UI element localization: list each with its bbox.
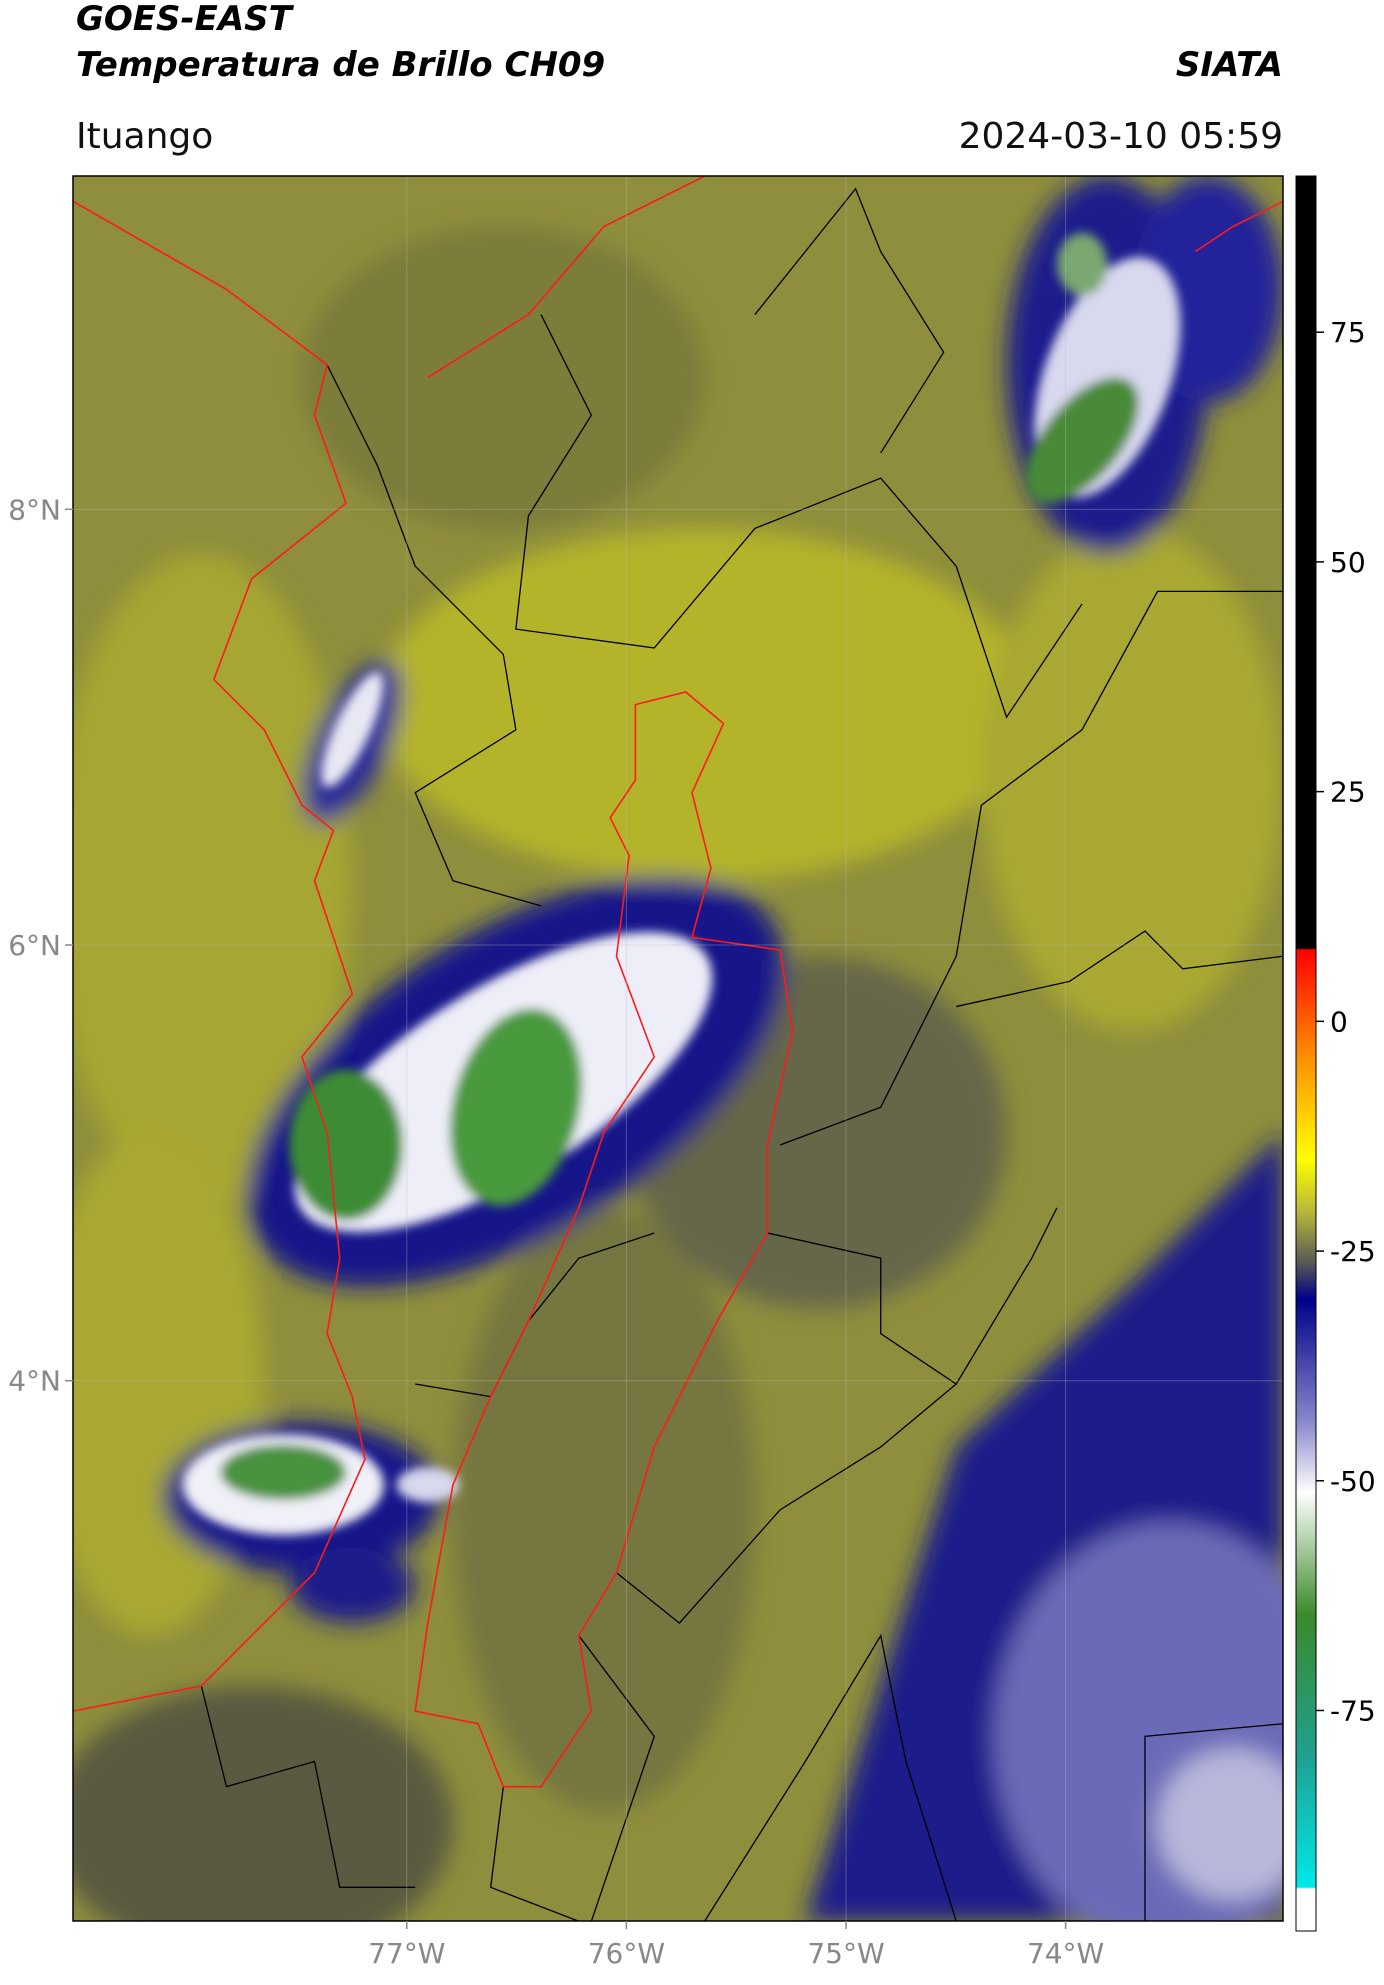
source: SIATA [1176,45,1283,85]
colorbar-tick-label: 75 [1330,316,1366,349]
region: Ituango [76,116,213,157]
colorbar-tick-label: 50 [1330,546,1366,579]
colorbar-tick-label: -50 [1330,1465,1376,1498]
colorbar-tick-label: -25 [1330,1235,1376,1268]
lon-tick-label: 77°W [368,1937,445,1970]
title-line: GOES-EAST [76,0,295,39]
lat-tick-label: 4°N [8,1365,61,1398]
satellite-image [73,176,1283,1921]
colorbar [1295,175,1317,1932]
lon-tick-label: 75°W [807,1937,884,1970]
colorbar-tick-label: -75 [1330,1694,1376,1727]
lat-tick-label: 6°N [8,929,61,962]
datetime: 2024-03-10 05:59 [959,116,1283,157]
graticule [73,176,1283,1921]
axes: 8°N 6°N 4°N 77°W 76°W 75°W 74°W 75 50 25 0 -25 -50 -7… [8,316,1376,1970]
title-line: Temperatura de Brillo CH09 [76,45,605,85]
lon-tick-label: 74°W [1027,1937,1104,1970]
colorbar-tick-label: 25 [1330,776,1366,809]
map-frame [72,175,1284,1922]
lat-tick-label: 8°N [8,493,61,526]
lon-tick-label: 76°W [588,1937,665,1970]
colorbar-tick-label: 0 [1330,1005,1348,1038]
